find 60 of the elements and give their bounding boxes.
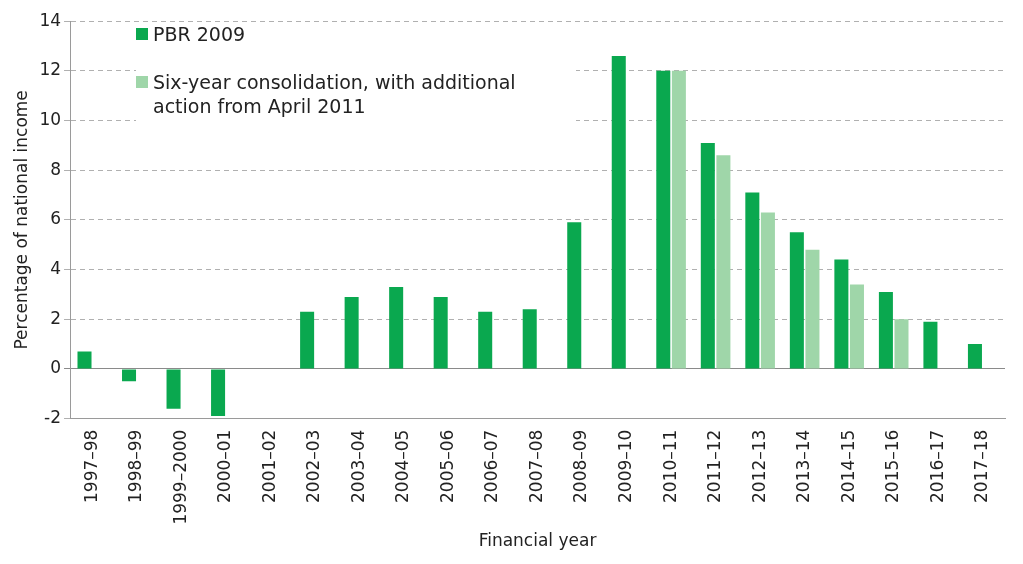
bar: [878, 291, 893, 369]
y-tick-label: 0: [50, 357, 62, 378]
bar: [700, 142, 715, 369]
x-tick-label: 2016–17: [926, 429, 947, 503]
y-tick-label: 14: [39, 9, 62, 30]
bar: [77, 351, 92, 369]
bar: [923, 321, 938, 369]
x-tick-label: 2008–09: [570, 429, 591, 503]
bar: [745, 192, 760, 369]
bar: [789, 232, 804, 369]
bar: [567, 222, 582, 369]
x-tick-label: 2007–08: [525, 429, 546, 503]
x-tick-label: 2001–02: [258, 429, 279, 503]
y-tick-label: -2: [44, 406, 62, 427]
bar: [716, 155, 731, 369]
bar: [849, 284, 864, 369]
x-tick-label: 2011–12: [704, 429, 725, 503]
x-tick-label: 2013–14: [793, 429, 814, 503]
x-tick-label: 2004–05: [392, 429, 413, 503]
y-tick-label: 8: [50, 158, 62, 179]
bar: [834, 259, 849, 369]
bar: [611, 55, 626, 369]
x-axis-title: Financial year: [478, 530, 597, 551]
bar: [211, 369, 226, 417]
bar: [805, 249, 820, 369]
x-tick-label: 2002–03: [303, 429, 324, 503]
y-tick-label: 10: [39, 108, 62, 129]
x-tick-label: 2012–13: [748, 429, 769, 503]
x-tick-label: 2009–10: [614, 429, 635, 503]
bar: [300, 311, 315, 369]
x-tick-label: 1997–98: [80, 429, 101, 503]
x-tick-label: 1998–99: [125, 429, 146, 503]
bar: [671, 70, 686, 369]
x-tick-label: 2017–18: [971, 429, 992, 503]
x-tick-label: 2010–11: [659, 429, 680, 503]
bar: [522, 309, 537, 369]
bar: [122, 369, 137, 382]
bar: [344, 296, 359, 369]
y-tick-label: 12: [39, 59, 62, 80]
y-tick-label: 2: [50, 307, 62, 328]
x-tick-label: 2003–04: [347, 429, 368, 503]
y-axis-title: Percentage of national income: [10, 90, 31, 350]
legend-label: Six-year consolidation, with additional action from April 2011: [153, 70, 517, 118]
bar: [894, 319, 909, 369]
x-tick-label: 2005–06: [436, 429, 457, 503]
bar: [656, 70, 671, 369]
y-tick-label: 6: [50, 208, 62, 229]
bar: [478, 311, 493, 369]
y-tick-label: 4: [50, 257, 62, 278]
x-tick-label: 2015–16: [882, 429, 903, 503]
x-tick-label: 2014–15: [837, 429, 858, 503]
legend-label: PBR 2009: [153, 22, 246, 46]
bar: [967, 344, 982, 369]
bar: [389, 286, 404, 369]
x-tick-label: 1999–2000: [169, 429, 190, 525]
x-tick-label: 2000–01: [214, 429, 235, 503]
bar: [166, 369, 181, 409]
bar: [433, 296, 448, 369]
x-tick-label: 2006–07: [481, 429, 502, 503]
bar: [760, 212, 775, 369]
